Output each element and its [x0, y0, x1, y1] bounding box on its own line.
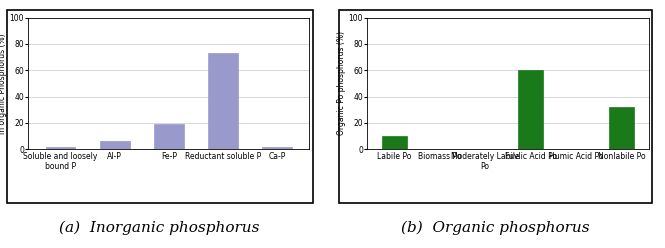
Text: (b)  Organic phosphorus: (b) Organic phosphorus [401, 221, 590, 235]
Text: (a)  Inorganic phosphorus: (a) Inorganic phosphorus [59, 221, 260, 235]
Bar [382, 136, 407, 149]
Bar [609, 107, 634, 149]
Bar [46, 147, 75, 149]
Y-axis label: Organic Po phosphorus (%): Organic Po phosphorus (%) [337, 31, 346, 135]
Y-axis label: In organic Phosphorus (%): In organic Phosphorus (%) [0, 33, 7, 134]
Bar [208, 53, 238, 149]
Bar [154, 124, 184, 149]
Bar [262, 147, 292, 149]
Bar [100, 141, 130, 149]
Bar [518, 70, 543, 149]
